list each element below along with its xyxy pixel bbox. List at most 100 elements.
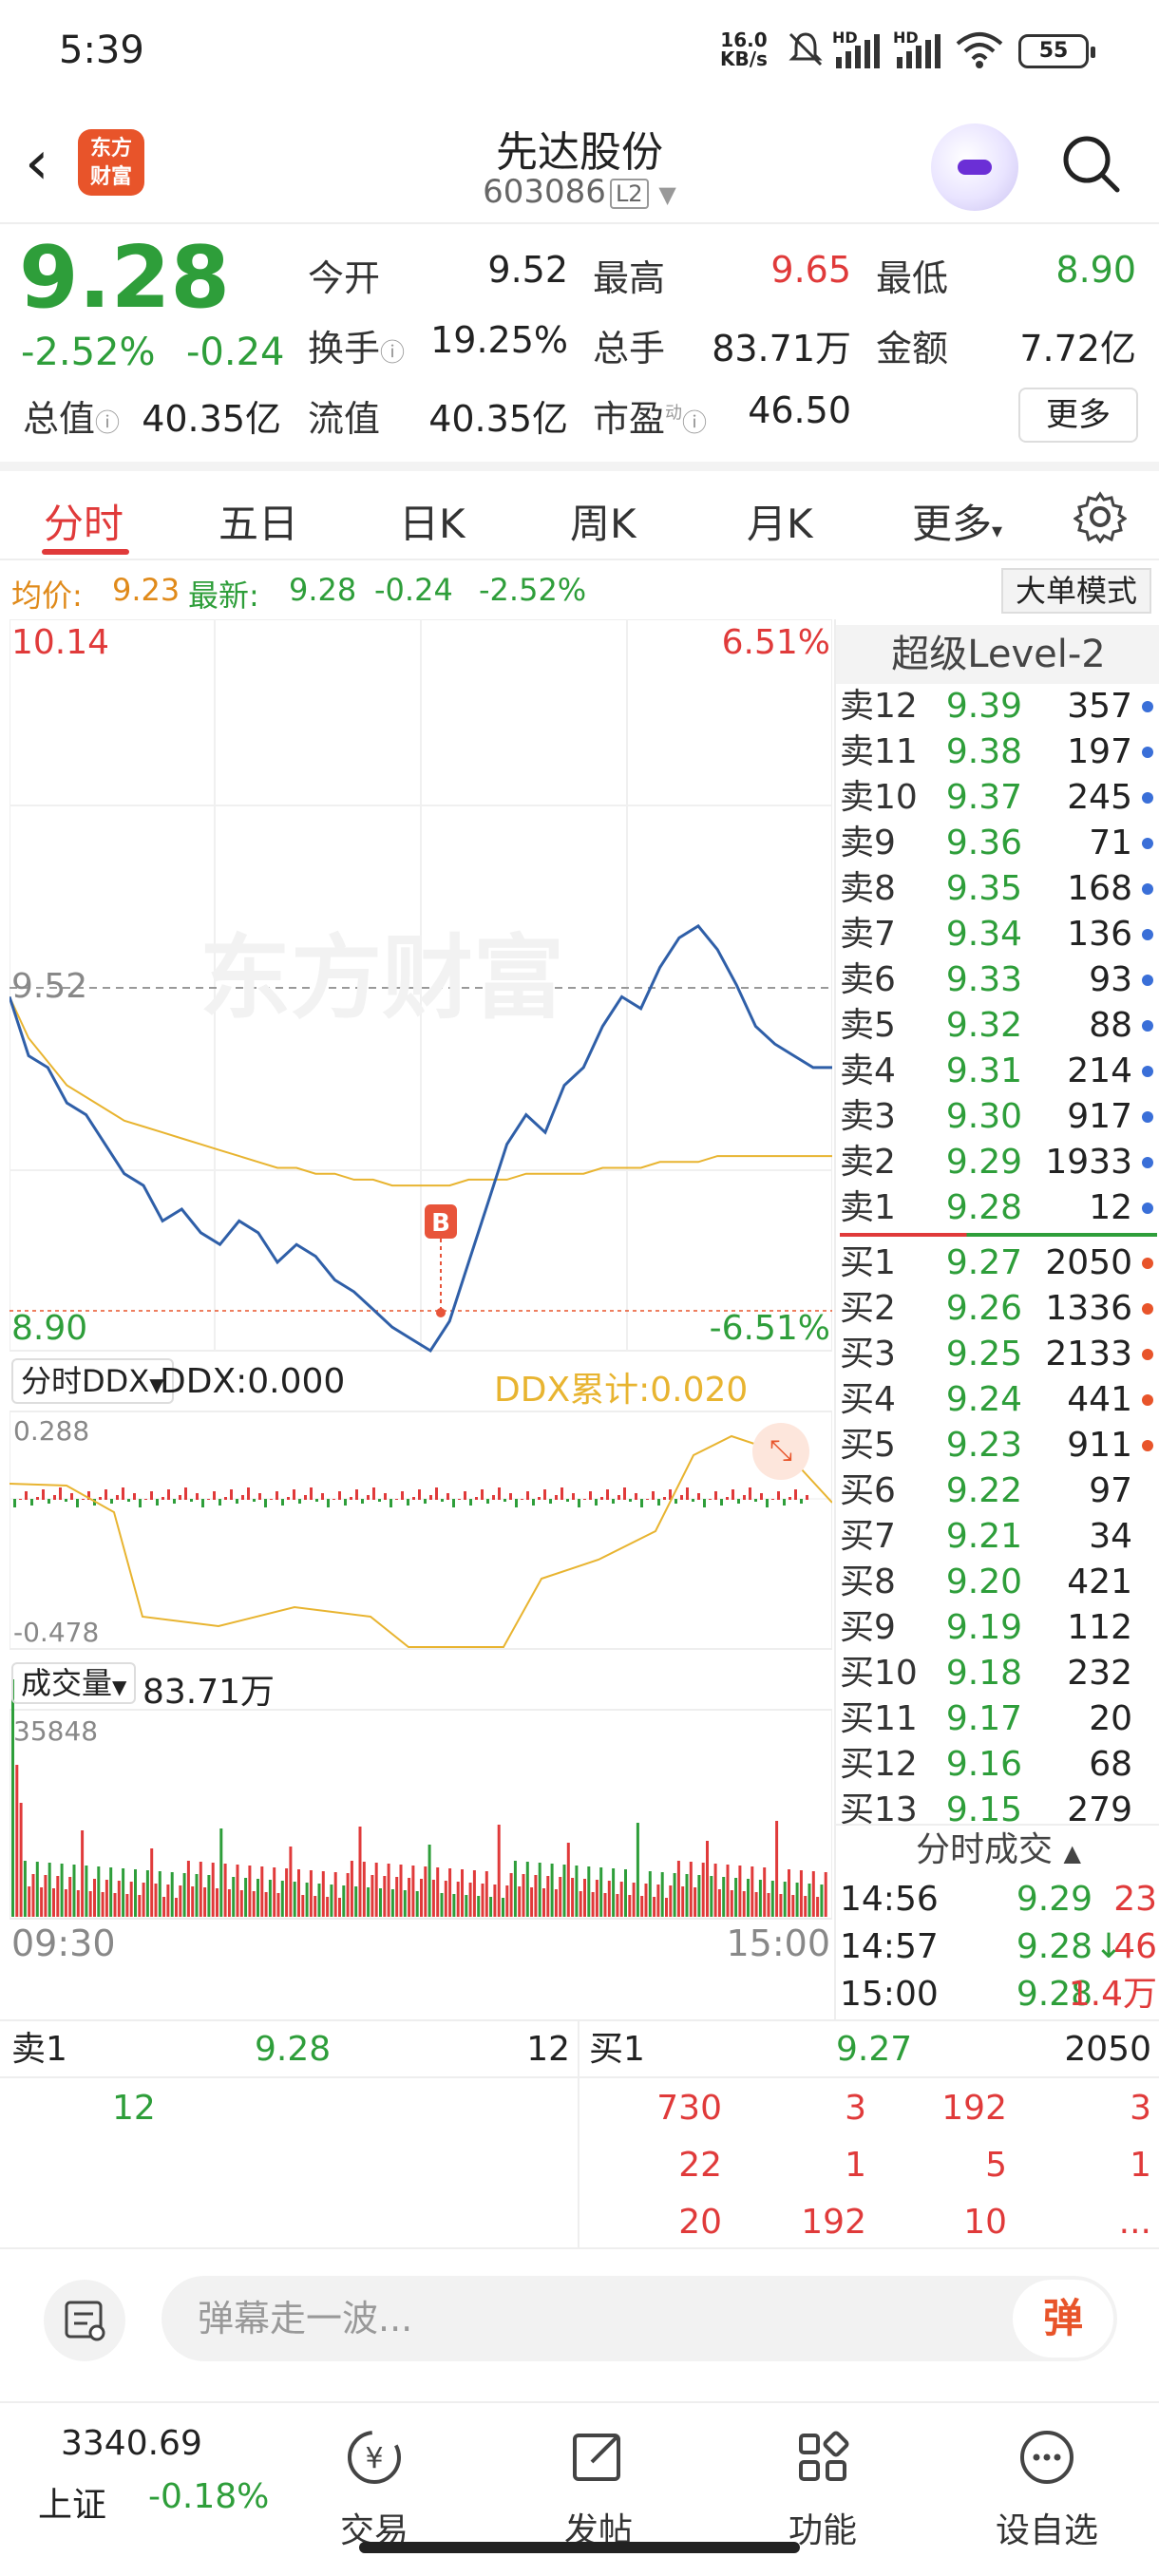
index-value[interactable]: 3340.69: [61, 2424, 202, 2463]
mcap-label[interactable]: 总值ⓘ: [23, 398, 121, 440]
order-volume: 88: [1089, 1006, 1132, 1045]
sell-order-row[interactable]: 卖7 9.34 136: [836, 912, 1159, 957]
chevron-up-icon: ▲: [1063, 1840, 1081, 1866]
volume-bar: [273, 1867, 276, 1917]
ddx-bar: [207, 1499, 210, 1500]
order-level: 卖5: [840, 1006, 896, 1045]
volume-bar: [673, 1873, 676, 1917]
sell-order-row[interactable]: 卖9 9.36 71: [836, 821, 1159, 866]
buy-order-row[interactable]: 买11 9.17 20: [836, 1696, 1159, 1742]
chevron-down-icon: ▾: [992, 520, 1003, 543]
volume-bar: [591, 1892, 595, 1917]
ddx-bar: [350, 1497, 352, 1500]
watermark: 东方财富: [200, 925, 564, 1032]
intraday-chart-area[interactable]: B 东方财富 10.14 6.51% 9.52 8.90 -6.51% 分时DD…: [8, 618, 833, 1972]
volume-bars: [11, 1679, 827, 1917]
ddx-bar: [674, 1499, 677, 1504]
nav-add-watchlist[interactable]: 设自选: [980, 2424, 1113, 2552]
ddx-bar: [247, 1487, 250, 1500]
volume-bar: [742, 1891, 746, 1917]
more-button[interactable]: 更多: [1018, 388, 1138, 443]
volume-bar: [804, 1896, 808, 1917]
tab-weekly-k[interactable]: 周K: [570, 501, 636, 547]
sell-order-row[interactable]: 卖5 9.32 88: [836, 1003, 1159, 1049]
pct-bottom: -6.51%: [709, 1309, 830, 1348]
order-price: 9.22: [945, 1471, 1022, 1510]
volume-selector[interactable]: 成交量▼: [11, 1662, 137, 1704]
expand-icon[interactable]: ⤡: [752, 1423, 809, 1480]
level2-title[interactable]: 超级Level-2: [836, 625, 1159, 684]
danmaku-send-button[interactable]: 弹: [1013, 2280, 1113, 2358]
buy-order-row[interactable]: 买8 9.20 421: [836, 1560, 1159, 1605]
nav-trade[interactable]: ¥ 交易: [308, 2424, 441, 2552]
trades-header[interactable]: 分时成交 ▲: [836, 1824, 1159, 1873]
volume-bar: [628, 1895, 632, 1917]
buy-queue-item: 1: [1130, 2146, 1151, 2185]
sell-order-row[interactable]: 卖11 9.38 197: [836, 729, 1159, 775]
ddx-bar: [743, 1495, 746, 1500]
back-icon[interactable]: ‹: [25, 128, 49, 199]
tab-monthly-k[interactable]: 月K: [747, 501, 813, 547]
nav-post[interactable]: 发帖: [532, 2424, 665, 2552]
sell-order-row[interactable]: 卖2 9.29 1933: [836, 1140, 1159, 1185]
order-price: 9.33: [945, 960, 1022, 999]
volume-bar: [56, 1876, 60, 1917]
tab-more[interactable]: 更多▾: [912, 501, 1003, 547]
stock-code-row[interactable]: 603086 L2 ▼: [0, 173, 1159, 211]
buy-order-row[interactable]: 买12 9.16 68: [836, 1742, 1159, 1788]
ddx-bar: [794, 1489, 797, 1500]
buy-queue-item: 3: [845, 2089, 866, 2128]
order-level: 买3: [840, 1335, 896, 1373]
volume-bar: [216, 1888, 218, 1917]
sell-order-row[interactable]: 卖10 9.37 245: [836, 775, 1159, 821]
sell-order-row[interactable]: 卖3 9.30 917: [836, 1094, 1159, 1140]
tab-daily-k[interactable]: 日K: [399, 501, 466, 547]
buy-order-row[interactable]: 买9 9.19 112: [836, 1605, 1159, 1651]
mcap-value: 40.35亿: [142, 398, 281, 440]
buy-order-row[interactable]: 买2 9.26 1336: [836, 1286, 1159, 1332]
volume-bar: [408, 1878, 411, 1917]
volume-bar: [484, 1871, 488, 1917]
index-name[interactable]: 上证: [38, 2486, 107, 2525]
buy-order-row[interactable]: 买4 9.24 441: [836, 1377, 1159, 1423]
open-label: 今开: [308, 257, 381, 299]
assistant-robot-icon[interactable]: [931, 123, 1018, 211]
volume-bar: [219, 1828, 223, 1917]
buy-order-row[interactable]: 买1 9.27 2050: [836, 1241, 1159, 1286]
buy-order-row[interactable]: 买3 9.25 2133: [836, 1332, 1159, 1377]
app-logo[interactable]: 东方 财富: [78, 129, 144, 196]
pe-label[interactable]: 市盈动ⓘ: [593, 398, 708, 440]
big-order-mode-button[interactable]: 大单模式: [1001, 568, 1151, 614]
buy-order-row[interactable]: 买13 9.15 279: [836, 1788, 1159, 1833]
ddx-selector[interactable]: 分时DDX▼: [11, 1358, 174, 1404]
volume-bar: [497, 1825, 501, 1917]
danmaku-input[interactable]: 弹幕走一波...: [162, 2276, 1117, 2361]
volume-bar: [465, 1895, 468, 1917]
home-indicator[interactable]: [359, 2542, 800, 2553]
sell-order-row[interactable]: 卖12 9.39 357: [836, 684, 1159, 729]
tab-5day[interactable]: 五日: [218, 501, 299, 547]
buy-order-row[interactable]: 买6 9.22 97: [836, 1468, 1159, 1514]
buy-order-row[interactable]: 买7 9.21 34: [836, 1514, 1159, 1560]
sum-sell-price: 9.28: [255, 2030, 332, 2069]
sell-order-row[interactable]: 卖8 9.35 168: [836, 866, 1159, 912]
sell-order-row[interactable]: 卖4 9.31 214: [836, 1049, 1159, 1094]
volume-bar: [35, 1862, 39, 1917]
volume-bar: [362, 1862, 366, 1917]
buy-order-row[interactable]: 买10 9.18 232: [836, 1651, 1159, 1696]
float-value: 40.35亿: [428, 398, 568, 440]
gear-icon[interactable]: [1074, 490, 1127, 543]
nav-functions[interactable]: 功能: [756, 2424, 889, 2552]
danmaku-settings-icon[interactable]: [44, 2280, 125, 2361]
volume-label: 总手: [593, 328, 666, 369]
search-icon[interactable]: [1060, 133, 1123, 196]
volume-bar: [706, 1841, 709, 1917]
buy-queue-item: 192: [801, 2203, 866, 2242]
sell-order-row[interactable]: 卖1 9.28 12: [836, 1185, 1159, 1231]
turnover-label[interactable]: 换手ⓘ: [308, 328, 406, 369]
tab-intraday[interactable]: 分时: [44, 501, 124, 547]
buy-order-row[interactable]: 买5 9.23 911: [836, 1423, 1159, 1468]
amount-value: 7.72亿: [1019, 328, 1136, 369]
order-price: 9.30: [945, 1097, 1022, 1136]
sell-order-row[interactable]: 卖6 9.33 93: [836, 957, 1159, 1003]
